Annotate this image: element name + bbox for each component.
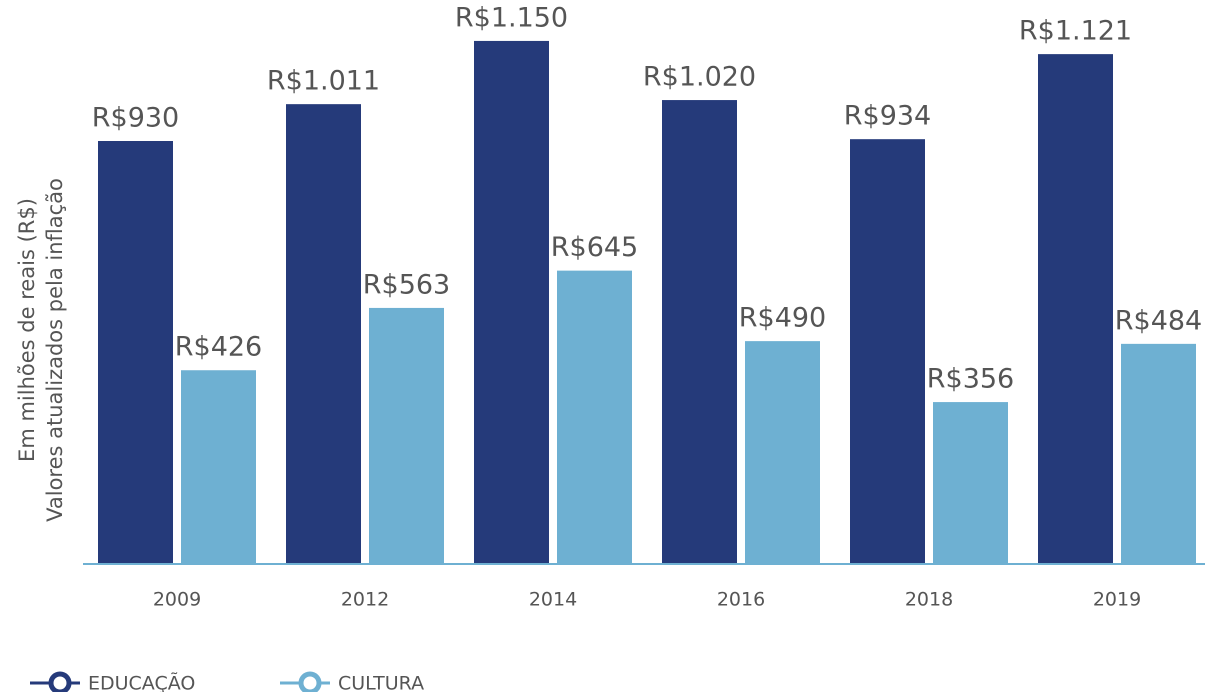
legend-marker xyxy=(48,671,72,692)
bar xyxy=(933,402,1008,564)
x-tick-label: 2014 xyxy=(529,589,577,611)
bar xyxy=(1038,54,1113,565)
data-label: R$1.020 xyxy=(643,62,756,93)
data-label: R$1.150 xyxy=(455,2,568,33)
bar xyxy=(286,104,361,564)
bar xyxy=(850,139,925,564)
bar xyxy=(474,40,549,564)
legend-label: EDUCAÇÃO xyxy=(88,672,195,692)
data-label: R$930 xyxy=(92,103,179,134)
data-label: R$645 xyxy=(551,232,638,263)
bar xyxy=(662,100,737,564)
bar xyxy=(557,270,632,564)
bar xyxy=(1121,343,1196,564)
bar xyxy=(98,141,173,564)
bar xyxy=(369,307,444,564)
x-tick-label: 2019 xyxy=(1093,589,1141,611)
data-label: R$426 xyxy=(175,332,262,363)
x-tick-label: 2009 xyxy=(153,589,201,611)
legend-label: CULTURA xyxy=(338,673,424,692)
bar xyxy=(745,341,820,564)
y-axis-label: Valores atualizados pela inflação xyxy=(43,178,67,522)
data-label: R$490 xyxy=(739,303,826,334)
data-label: R$1.011 xyxy=(267,66,380,97)
data-label: R$356 xyxy=(927,364,1014,395)
bar xyxy=(181,370,256,564)
x-tick-label: 2018 xyxy=(905,589,953,611)
data-label: R$934 xyxy=(844,101,931,132)
data-label: R$1.121 xyxy=(1019,16,1132,47)
x-tick-label: 2012 xyxy=(341,589,389,611)
x-tick-label: 2016 xyxy=(717,589,765,611)
y-axis-label: Em milhões de reais (R$) xyxy=(15,198,39,462)
legend-marker xyxy=(298,671,322,692)
data-label: R$484 xyxy=(1115,305,1202,336)
data-label: R$563 xyxy=(363,269,450,300)
